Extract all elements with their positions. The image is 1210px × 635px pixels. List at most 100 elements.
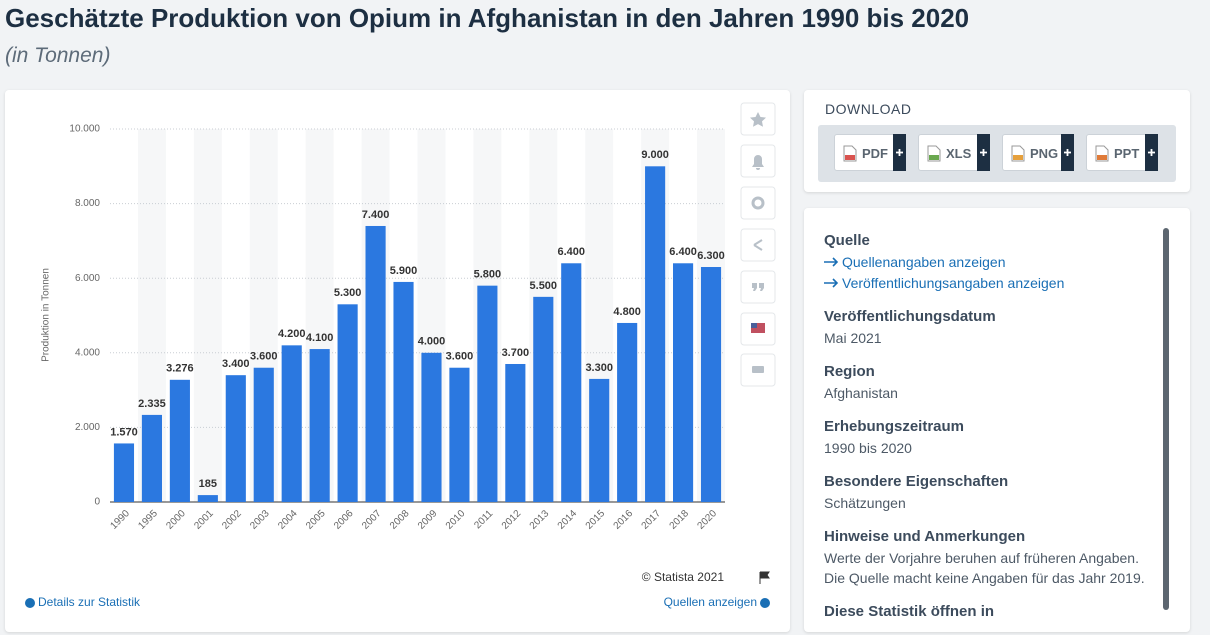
bar	[365, 225, 386, 503]
plus-button[interactable]	[1145, 134, 1158, 171]
bar	[197, 495, 218, 502]
value-label: 7.400	[362, 209, 390, 221]
y-tick-label: 4.000	[75, 347, 100, 358]
details-link[interactable]: Details zur Statistik	[38, 595, 141, 609]
report-flag[interactable]	[759, 571, 770, 584]
bell-icon	[752, 155, 764, 170]
sources-link[interactable]: Quellen anzeigen	[664, 595, 757, 609]
bar	[393, 281, 414, 502]
share-icon	[753, 239, 763, 251]
section-heading: Region	[824, 363, 875, 380]
value-label: 6.400	[669, 246, 697, 258]
bar	[449, 367, 470, 502]
download-button[interactable]: PNG	[1002, 134, 1074, 171]
file-icon	[843, 145, 857, 162]
bar	[533, 296, 554, 502]
bar	[505, 363, 526, 502]
download-button[interactable]: PPT	[1086, 134, 1158, 171]
value-label: 185	[199, 478, 217, 490]
x-tick-label: 2013	[528, 508, 552, 532]
bar	[253, 367, 274, 502]
x-tick-label: 2006	[332, 508, 356, 532]
section-heading: Hinweise und Anmerkungen	[824, 528, 1026, 545]
share-button[interactable]	[740, 228, 776, 262]
value-label: 5.800	[474, 269, 502, 281]
value-label: 3.600	[250, 351, 278, 363]
value-label: 4.100	[306, 332, 334, 344]
x-tick-label: 2001	[192, 508, 216, 532]
section-text: Die Quelle macht keine Angaben für das J…	[824, 570, 1145, 586]
format-label: PPT	[1114, 146, 1140, 161]
x-tick-label: 2003	[248, 508, 272, 532]
value-label: 9.000	[641, 149, 669, 161]
download-title: DOWNLOAD	[825, 101, 912, 117]
download-box: PDF XLS PNG PPT	[818, 125, 1176, 182]
download-card: DOWNLOAD PDF XLS PNG PPT	[804, 90, 1190, 192]
value-label: 4.200	[278, 328, 306, 340]
value-label: 3.276	[166, 363, 194, 375]
plus-button[interactable]	[1061, 134, 1074, 171]
value-label: 6.400	[557, 246, 585, 258]
bar	[337, 304, 358, 502]
y-tick-label: 8.000	[75, 198, 100, 209]
value-label: 5.300	[334, 287, 362, 299]
chart: Produktion in Tonnen © Statista 2021 Det…	[25, 102, 776, 609]
x-tick-label: 2008	[388, 508, 412, 532]
y-tick-label: 10.000	[69, 124, 100, 135]
download-button[interactable]: PDF	[834, 134, 906, 171]
scrollbar[interactable]	[1163, 228, 1169, 610]
band-stripe	[193, 129, 222, 502]
cite-button[interactable]	[740, 270, 776, 304]
settings-button[interactable]	[740, 186, 776, 220]
y-tick-label: 2.000	[75, 422, 100, 433]
value-label: 3.700	[502, 347, 530, 359]
bar	[477, 285, 498, 502]
plus-button[interactable]	[893, 134, 906, 171]
section-heading: Erhebungszeitraum	[824, 418, 965, 435]
value-label: 5.500	[530, 280, 558, 292]
bar	[169, 379, 190, 502]
x-tick-label: 2009	[416, 508, 440, 532]
section-text: Werte der Vorjahre beruhen auf früheren …	[824, 550, 1139, 566]
bar	[421, 352, 442, 502]
x-tick-label: 1995	[136, 508, 160, 532]
section-heading: Veröffentlichungsdatum	[824, 308, 996, 325]
bar	[645, 166, 666, 503]
open-heading: Diese Statistik öffnen in	[824, 603, 995, 620]
section-text: Afghanistan	[824, 385, 898, 401]
x-tick-label: 2018	[668, 508, 692, 532]
format-label: PDF	[862, 146, 888, 161]
page-title: Geschätzte Produktion von Opium in Afgha…	[5, 3, 970, 33]
section-heading: Besondere Eigenschaften	[824, 473, 1009, 490]
bar	[309, 349, 330, 502]
quote-icon	[752, 283, 764, 291]
x-tick-label: 2011	[472, 508, 495, 531]
value-label: 6.300	[697, 250, 725, 262]
value-label: 4.000	[418, 336, 446, 348]
chart-card: Produktion in Tonnen © Statista 2021 Det…	[5, 90, 790, 632]
flag-icon	[751, 323, 765, 333]
bar	[700, 267, 722, 502]
x-tick-label: 2020	[695, 508, 719, 532]
source-heading: Quelle	[824, 232, 870, 249]
bar	[617, 322, 638, 502]
format-label: XLS	[946, 146, 972, 161]
credit: © Statista 2021	[642, 570, 725, 584]
x-tick-label: 2010	[444, 508, 468, 532]
toolbar	[740, 102, 776, 387]
page-subtitle: (in Tonnen)	[5, 44, 111, 67]
value-label: 5.900	[390, 265, 418, 277]
x-tick-label: 2000	[164, 508, 188, 532]
download-button[interactable]: XLS	[918, 134, 990, 171]
star-icon	[750, 112, 766, 127]
format-label: PNG	[1030, 146, 1059, 161]
publication-link[interactable]: Veröffentlichungsangaben anzeigen	[842, 275, 1065, 291]
source-link[interactable]: Quellenangaben anzeigen	[842, 254, 1006, 270]
bar	[589, 378, 610, 502]
bar	[561, 263, 582, 502]
x-tick-label: 2014	[556, 508, 580, 532]
y-tick-label: 6.000	[75, 273, 100, 284]
value-label: 3.300	[585, 362, 613, 374]
plus-button[interactable]	[977, 134, 990, 171]
section-text: Mai 2021	[824, 330, 882, 346]
